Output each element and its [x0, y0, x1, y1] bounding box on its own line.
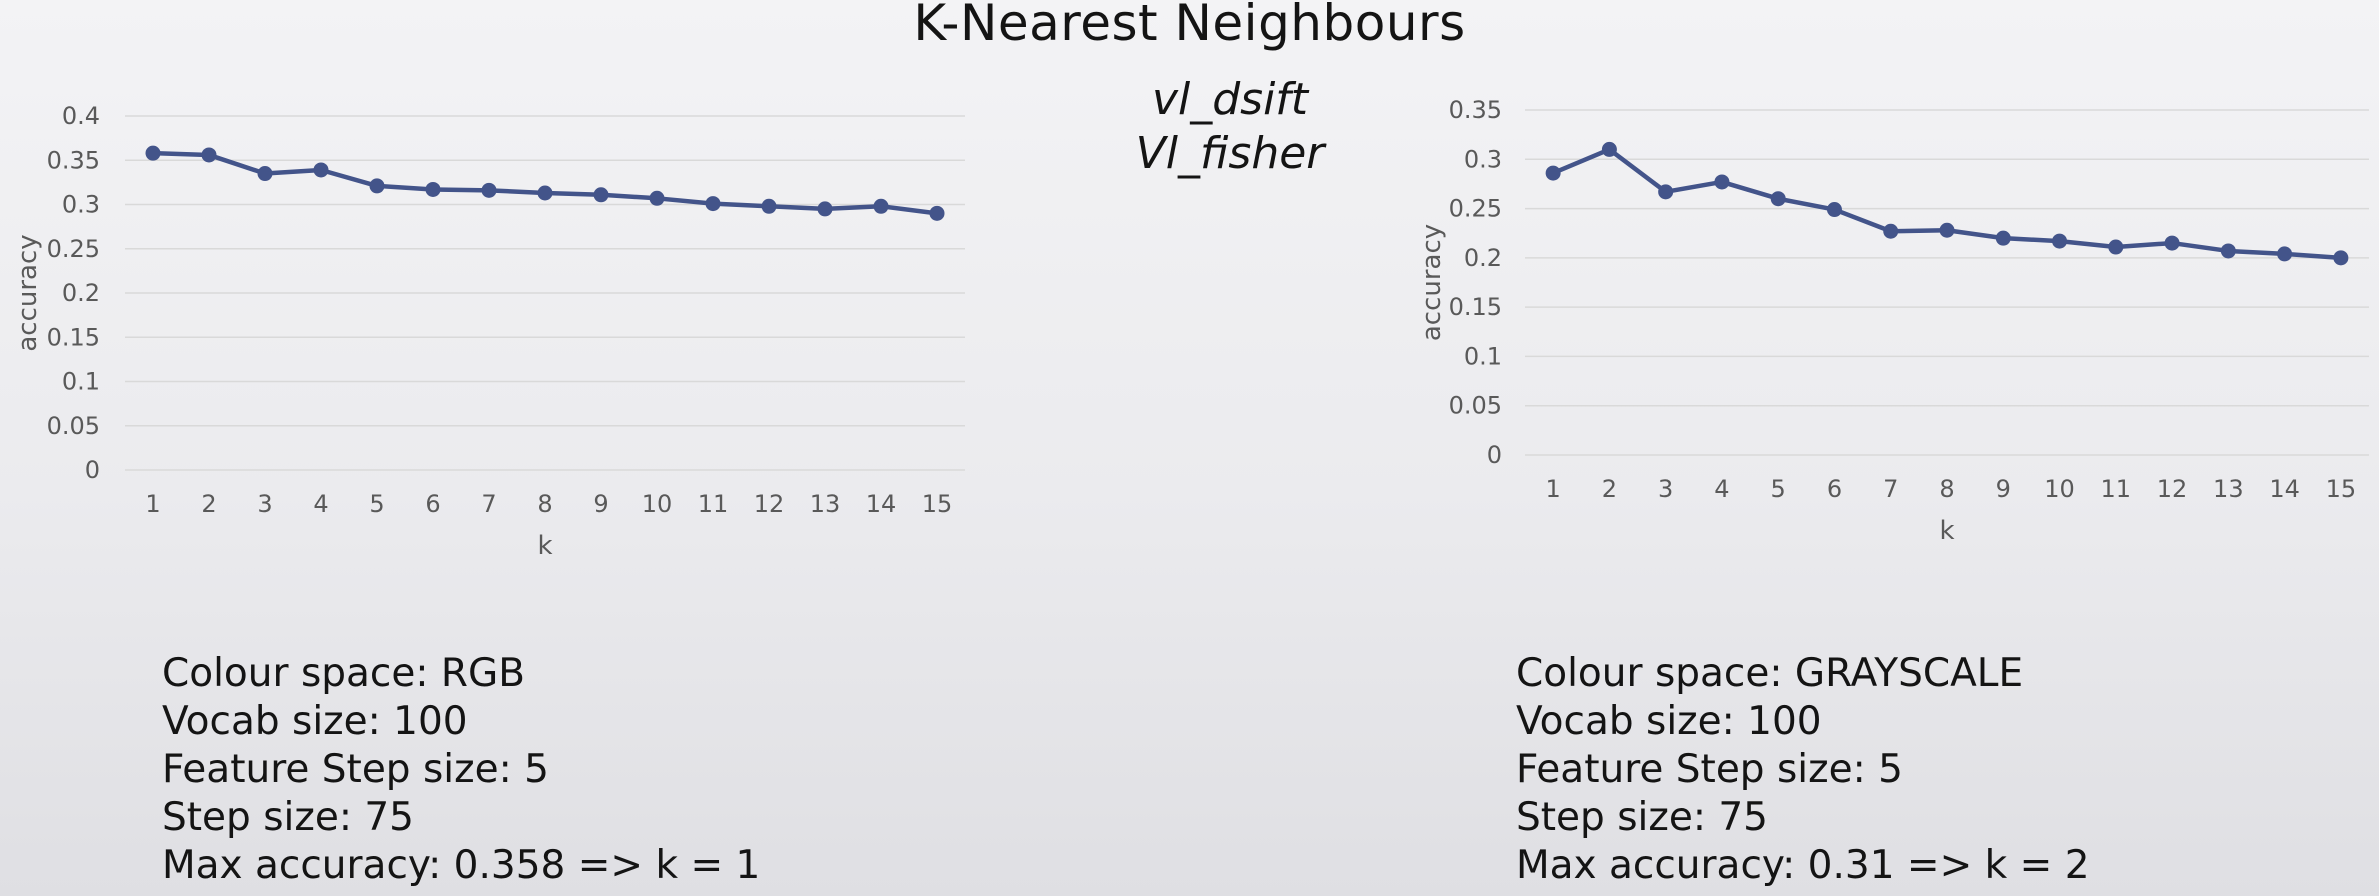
x-tick-label: 3 [257, 490, 272, 518]
y-axis-label: accuracy [13, 234, 43, 351]
data-point [2277, 246, 2293, 262]
data-point [1883, 223, 1899, 239]
x-tick-label: 4 [1714, 475, 1729, 503]
data-point [649, 190, 665, 206]
data-point [369, 178, 385, 194]
x-tick-label: 5 [1771, 475, 1786, 503]
data-point [2333, 250, 2349, 266]
x-tick-label: 14 [2269, 475, 2300, 503]
data-point [425, 181, 441, 197]
y-tick-label: 0.25 [47, 235, 100, 263]
x-tick-label: 5 [369, 490, 384, 518]
data-point [1995, 230, 2011, 246]
x-tick-label: 13 [2213, 475, 2244, 503]
x-tick-label: 7 [481, 490, 496, 518]
y-tick-label: 0.3 [1464, 145, 1502, 173]
data-point [313, 162, 329, 178]
x-tick-label: 12 [754, 490, 785, 518]
x-tick-label: 12 [2157, 475, 2188, 503]
data-point [257, 166, 273, 182]
data-point [481, 182, 497, 198]
data-point [1714, 174, 1730, 190]
y-tick-label: 0 [1487, 441, 1502, 469]
data-point [1826, 202, 1842, 218]
y-tick-label: 0.2 [62, 279, 100, 307]
x-tick-label: 11 [2101, 475, 2132, 503]
data-point [593, 187, 609, 203]
x-tick-label: 1 [1545, 475, 1560, 503]
x-tick-label: 9 [593, 490, 608, 518]
x-tick-label: 9 [1996, 475, 2011, 503]
x-tick-label: 14 [866, 490, 897, 518]
x-tick-label: 8 [537, 490, 552, 518]
data-point [1658, 184, 1674, 200]
x-tick-label: 11 [698, 490, 729, 518]
y-tick-label: 0 [85, 456, 100, 484]
x-tick-label: 2 [201, 490, 216, 518]
x-tick-label: 4 [313, 490, 328, 518]
subtitle-line-1: vl_dsift [1151, 74, 1309, 125]
y-tick-label: 0.2 [1464, 244, 1502, 272]
y-tick-label: 0.35 [47, 146, 100, 174]
y-axis-label: accuracy [1417, 224, 1447, 341]
data-point [2108, 239, 2124, 255]
info-max-accuracy: Max accuracy: 0.31 => k = 2 [1516, 843, 2090, 888]
x-tick-label: 13 [810, 490, 841, 518]
x-axis-label: k [537, 531, 552, 561]
data-point [2220, 243, 2236, 259]
y-tick-label: 0.3 [62, 191, 100, 219]
y-tick-label: 0.4 [62, 102, 100, 130]
slide-title: K-Nearest Neighbours [913, 0, 1466, 52]
data-point [537, 185, 553, 201]
x-tick-label: 10 [642, 490, 673, 518]
x-tick-label: 3 [1658, 475, 1673, 503]
x-tick-label: 6 [425, 490, 440, 518]
y-tick-label: 0.05 [1449, 392, 1502, 420]
chart-right-grayscale: 00.050.10.150.20.250.30.351 2 3 4 5 6 7 8 9 10 11 1… [1417, 96, 2369, 546]
x-tick-label: 15 [922, 490, 953, 518]
data-point [145, 145, 161, 161]
data-point [817, 201, 833, 217]
subtitle-line-2: Vl_fisher [1135, 128, 1325, 179]
data-point [1545, 165, 1561, 181]
y-tick-label: 0.15 [47, 323, 100, 351]
data-point [2164, 235, 2180, 251]
info-colour-space: Colour space: GRAYSCALE [1516, 651, 2024, 696]
chart-left-rgb: 00.050.10.150.20.250.30.350.41 2 3 4 5 6 7 8 9 10… [13, 102, 965, 561]
info-feature-step-size: Feature Step size: 5 [1516, 747, 1903, 792]
series-line [1552, 147, 2342, 261]
data-point [2052, 233, 2068, 249]
x-tick-label: 10 [2044, 475, 2075, 503]
info-colour-space: Colour space: RGB [162, 651, 525, 696]
info-step-size: Step size: 75 [1516, 795, 1768, 840]
info-max-accuracy: Max accuracy: 0.358 => k = 1 [162, 843, 761, 888]
info-feature-step-size: Feature Step size: 5 [162, 747, 549, 792]
info-panel-grayscale: Colour space: GRAYSCALE Vocab size: 100 … [1516, 650, 2090, 890]
x-tick-label: 7 [1883, 475, 1898, 503]
y-tick-label: 0.25 [1449, 195, 1502, 223]
y-tick-label: 0.35 [1449, 96, 1502, 124]
info-vocab-size: Vocab size: 100 [162, 699, 468, 744]
data-point [201, 147, 217, 163]
data-point [761, 198, 777, 214]
x-tick-label: 1 [145, 490, 160, 518]
info-step-size: Step size: 75 [162, 795, 414, 840]
data-point [873, 198, 889, 214]
x-tick-label: 6 [1827, 475, 1842, 503]
x-tick-label: 8 [1939, 475, 1954, 503]
data-point [1601, 141, 1617, 157]
data-point [1939, 222, 1955, 238]
x-tick-label: 15 [2326, 475, 2357, 503]
info-vocab-size: Vocab size: 100 [1516, 699, 1822, 744]
y-tick-label: 0.1 [62, 368, 100, 396]
data-point [1770, 191, 1786, 207]
y-tick-label: 0.15 [1449, 293, 1502, 321]
y-tick-label: 0.1 [1464, 342, 1502, 370]
data-point [705, 196, 721, 212]
data-point [929, 205, 945, 221]
info-panel-rgb: Colour space: RGB Vocab size: 100 Featur… [162, 650, 760, 890]
x-tick-label: 2 [1602, 475, 1617, 503]
x-axis-label: k [1939, 516, 1954, 546]
y-tick-label: 0.05 [47, 412, 100, 440]
